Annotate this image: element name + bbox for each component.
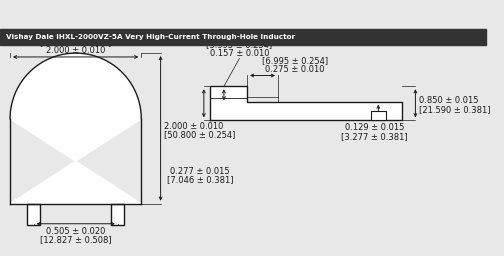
Bar xyxy=(27,204,40,225)
Text: Vishay Dale IHXL-2000VZ-5A Very High-Current Through-Hole Inductor: Vishay Dale IHXL-2000VZ-5A Very High-Cur… xyxy=(6,34,295,40)
Text: [21.590 ± 0.381]: [21.590 ± 0.381] xyxy=(419,105,491,114)
Polygon shape xyxy=(210,86,402,120)
Bar xyxy=(0,29,486,45)
Text: 2.000 ± 0.010: 2.000 ± 0.010 xyxy=(46,46,105,55)
Text: 0.277 ± 0.015: 0.277 ± 0.015 xyxy=(170,167,230,176)
Text: 2.000 ± 0.010: 2.000 ± 0.010 xyxy=(164,122,224,131)
Text: 0.157 ± 0.010: 0.157 ± 0.010 xyxy=(210,49,269,58)
Polygon shape xyxy=(10,53,141,204)
Text: 0.129 ± 0.015: 0.129 ± 0.015 xyxy=(345,123,404,132)
Text: [3.995 ± 0.254]: [3.995 ± 0.254] xyxy=(206,40,273,49)
Text: [3.277 ± 0.381]: [3.277 ± 0.381] xyxy=(341,132,408,141)
Text: [50.800 ± 0.254]: [50.800 ± 0.254] xyxy=(164,130,236,139)
Text: [6.995 ± 0.254]: [6.995 ± 0.254] xyxy=(262,57,328,66)
Text: 0.850 ± 0.015: 0.850 ± 0.015 xyxy=(419,97,479,105)
Text: [50.800 ± 0.254]: [50.800 ± 0.254] xyxy=(40,38,111,47)
Bar xyxy=(370,111,386,120)
Text: [12.827 ± 0.508]: [12.827 ± 0.508] xyxy=(40,235,111,244)
Text: 0.275 ± 0.010: 0.275 ± 0.010 xyxy=(265,65,325,74)
Text: 0.505 ± 0.020: 0.505 ± 0.020 xyxy=(46,227,105,236)
Bar xyxy=(111,204,124,225)
Text: [7.046 ± 0.381]: [7.046 ± 0.381] xyxy=(167,175,233,184)
